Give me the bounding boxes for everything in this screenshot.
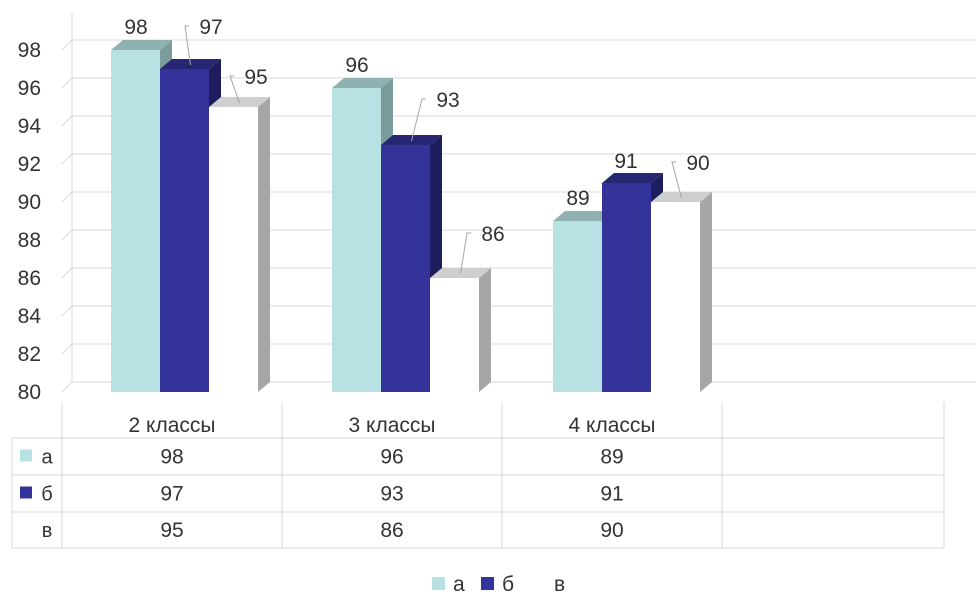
gridline-diagonal xyxy=(61,39,73,51)
gridline-diagonal xyxy=(61,191,73,203)
data-label: 90 xyxy=(686,152,709,175)
gridline-diagonal xyxy=(61,267,73,279)
table-series-name: б xyxy=(41,484,52,506)
legend-label: б xyxy=(502,573,514,592)
gridline-diagonal xyxy=(61,305,73,317)
gridline-diagonal xyxy=(61,115,73,127)
table-cell: 89 xyxy=(600,446,623,469)
leader-line xyxy=(460,232,471,275)
table-cell: 91 xyxy=(600,483,623,506)
bar xyxy=(381,145,430,392)
bar xyxy=(553,221,602,392)
y-axis-ticks: 80 82 84 86 88 90 92 94 96 98 xyxy=(18,39,42,404)
legend: а б в xyxy=(432,573,565,592)
gridline-diagonal xyxy=(61,77,73,89)
y-tick-label: 90 xyxy=(18,191,41,214)
data-label: 93 xyxy=(436,89,459,112)
y-tick-label: 84 xyxy=(18,305,42,328)
y-tick-label: 92 xyxy=(18,153,41,176)
data-label: 96 xyxy=(345,54,368,77)
table-series-name: в xyxy=(42,520,53,542)
table-cell: 86 xyxy=(380,519,403,542)
leader-line xyxy=(411,98,426,142)
y-tick-label: 88 xyxy=(18,229,41,252)
y-tick-label: 82 xyxy=(18,343,41,366)
gridline-diagonal xyxy=(61,153,73,165)
bar-side xyxy=(700,192,712,392)
data-label: 97 xyxy=(199,16,222,39)
table-cell: 98 xyxy=(160,446,183,469)
bar-top xyxy=(602,173,663,183)
bar-top xyxy=(332,78,393,88)
data-label: 86 xyxy=(481,223,504,246)
data-table: 2 классы 3 классы 4 классы а 98 96 89 б 97 93 91 в 9… xyxy=(11,402,945,549)
data-label: 98 xyxy=(124,16,147,39)
table-cell: 97 xyxy=(160,483,183,506)
data-label: 91 xyxy=(614,150,637,173)
bar xyxy=(602,183,651,392)
table-series-name: а xyxy=(41,447,53,469)
table-cell: 90 xyxy=(600,519,623,542)
bar xyxy=(111,50,160,392)
data-label: 89 xyxy=(566,187,589,210)
bar xyxy=(209,107,258,392)
gridline-diagonal xyxy=(61,381,73,393)
table-legend-key xyxy=(20,486,32,499)
bars xyxy=(111,40,712,392)
bar xyxy=(332,88,381,392)
y-tick-label: 86 xyxy=(18,267,41,290)
y-tick-label: 98 xyxy=(18,39,41,62)
bar-top xyxy=(553,211,614,221)
table-category-label: 4 классы xyxy=(569,414,656,437)
data-label: 95 xyxy=(244,66,267,89)
bar xyxy=(651,202,700,392)
y-tick-label: 94 xyxy=(18,115,42,138)
legend-key xyxy=(432,577,445,590)
gridline-diagonal xyxy=(61,229,73,241)
legend-label: а xyxy=(453,573,465,592)
data-labels: 98 97 95 96 93 86 89 91 90 xyxy=(124,16,710,275)
bar-top xyxy=(111,40,172,50)
bar xyxy=(160,69,209,392)
leader-line xyxy=(671,161,682,199)
y-tick-label: 80 xyxy=(18,381,41,404)
leader-line xyxy=(184,25,191,66)
table-category-label: 2 классы xyxy=(129,414,216,437)
legend-label: в xyxy=(554,573,565,592)
table-cell: 96 xyxy=(380,446,403,469)
gridline-diagonal xyxy=(61,343,73,355)
y-tick-label: 96 xyxy=(18,77,41,100)
legend-key xyxy=(481,577,494,590)
leader-line xyxy=(229,75,240,104)
table-legend-key xyxy=(20,449,32,462)
bar xyxy=(430,278,479,392)
table-cell: 93 xyxy=(380,483,403,506)
bar-side xyxy=(479,268,491,392)
bar-side xyxy=(258,97,270,392)
table-cell: 95 xyxy=(160,519,183,542)
table-category-label: 3 классы xyxy=(349,414,436,437)
